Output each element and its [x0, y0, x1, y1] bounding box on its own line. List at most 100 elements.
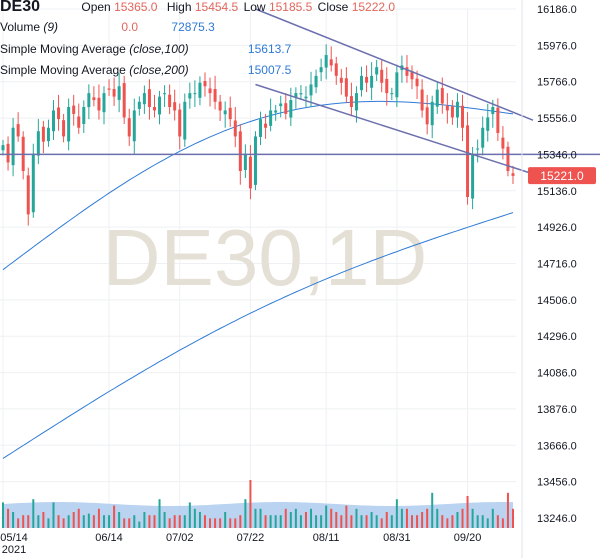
candle-body [46, 127, 50, 142]
candle-body [142, 93, 146, 105]
volume-bar [173, 515, 176, 528]
high-label: High [166, 0, 192, 14]
volume-bar [294, 508, 297, 528]
y-tick-label: 15766.0 [537, 77, 577, 89]
candle-body [112, 88, 116, 97]
volume-bar [315, 515, 318, 528]
volume-bar [7, 508, 10, 528]
candle-body [390, 93, 394, 95]
volume-bar [143, 512, 146, 528]
volume-bar [87, 513, 90, 528]
volume-bar [259, 508, 262, 528]
low-value: 15185.5 [268, 0, 313, 14]
candle-body [36, 131, 40, 156]
volume-bar [224, 512, 227, 528]
volume-bars [2, 480, 514, 528]
high-value: 15454.5 [194, 0, 239, 14]
volume-bar [193, 508, 196, 528]
volume-bar [249, 480, 252, 528]
volume-bar [491, 508, 494, 528]
volume-bar [299, 515, 302, 528]
candle-body [410, 71, 414, 80]
candle-body [496, 107, 500, 133]
candle-body [506, 146, 510, 172]
sma200-value: 15007.5 [247, 63, 292, 77]
candle-body [158, 96, 162, 115]
y-tick-label: 15556.0 [537, 113, 577, 125]
volume-bar [12, 512, 15, 528]
candle-body [137, 101, 141, 109]
sma200-line [2, 212, 514, 459]
volume-bar [461, 508, 464, 528]
volume-bar [37, 515, 40, 528]
candle-body [455, 101, 459, 118]
volume-bar [77, 508, 80, 528]
candle-body [228, 107, 232, 120]
candle-body [274, 110, 278, 113]
candle-body [62, 120, 66, 137]
x-tick-label: 09/20 [454, 532, 482, 544]
grid [0, 8, 516, 530]
volume-bar [108, 515, 111, 528]
volume-bar [118, 512, 121, 528]
candle-body [82, 106, 86, 124]
candle-body [279, 103, 283, 107]
volume-bar [203, 515, 206, 528]
volume-bar [436, 508, 439, 528]
candle-body [193, 93, 197, 95]
volume-bar [446, 518, 449, 528]
candle-body [450, 106, 454, 118]
candle-body [334, 63, 338, 76]
candle-body [491, 106, 495, 115]
sma100-param: (close,100) [129, 42, 189, 56]
candle-body [6, 143, 10, 163]
candle-body [213, 88, 217, 102]
candle-body [405, 67, 409, 76]
trendline [255, 83, 534, 175]
volume-bar [209, 518, 212, 528]
sma100-value: 15613.7 [247, 42, 292, 56]
open-label: Open [81, 0, 111, 14]
candle-body [294, 93, 298, 98]
legend-ohlc: DE30 Open 15365.0 High 15454.5 Low 15185… [0, 0, 395, 16]
volume-bar [92, 515, 95, 528]
candle-body [208, 88, 212, 94]
candle-body [26, 175, 30, 215]
volume-bar [67, 515, 70, 528]
volume-bar [360, 515, 363, 528]
volume-bar [47, 518, 50, 528]
volume-bar [506, 492, 509, 528]
candle-body [354, 93, 358, 111]
candle-body [481, 127, 485, 148]
close-label: Close [317, 0, 349, 14]
volume-bar [244, 499, 247, 528]
volume-bar [27, 515, 30, 528]
candle-body [122, 83, 126, 118]
volume-bar [370, 512, 373, 528]
candle-body [471, 153, 475, 199]
x-tick-label: 05/14 [0, 532, 28, 544]
volume-bar [274, 515, 277, 528]
y-tick-label: 15976.0 [537, 40, 577, 52]
x-tick-sublabel: 2021 [2, 544, 26, 556]
candle-body [92, 97, 96, 101]
volume-bar [471, 508, 474, 528]
volume-area [3, 502, 513, 528]
sma100-label: Simple Moving Average [0, 42, 126, 56]
watermark: DE30,1D [103, 213, 428, 302]
candle-body [309, 84, 313, 96]
candle-body [461, 105, 465, 128]
candle-body [476, 148, 480, 150]
candle-body [339, 77, 343, 83]
volume-label: Volume [0, 20, 41, 34]
candle-body [329, 59, 333, 66]
candle-body [319, 67, 323, 73]
volume-bar [390, 515, 393, 528]
volume-bar [128, 518, 131, 528]
candle-body [284, 103, 288, 114]
candle-body [168, 94, 172, 107]
volume-bar [133, 515, 136, 528]
candle-body [16, 124, 20, 137]
volume-bar [325, 505, 328, 528]
